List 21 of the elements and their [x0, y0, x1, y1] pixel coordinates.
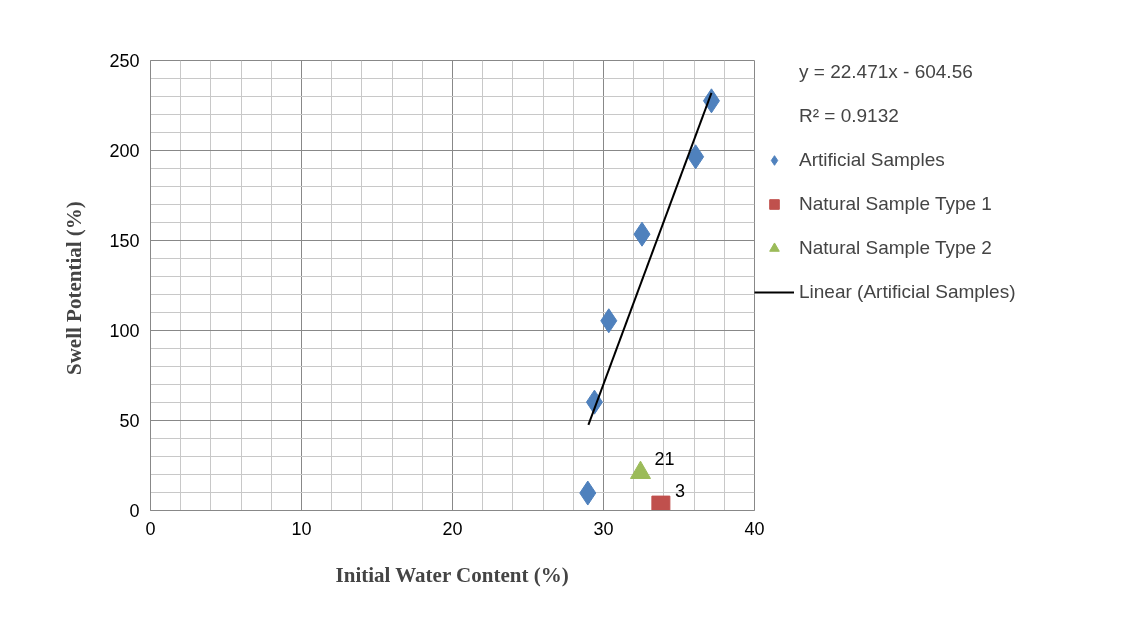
y-tick-label: 250 — [109, 51, 140, 71]
legend-label: Artificial Samples — [799, 149, 945, 171]
y-axis-title: Swell Potential (%) — [62, 201, 87, 376]
x-tick-label: 0 — [145, 518, 156, 539]
x-axis-title: Initial Water Content (%) — [335, 562, 569, 587]
x-tick-label: 30 — [593, 518, 614, 539]
data-label: 21 — [654, 448, 675, 469]
y-tick-label: 100 — [109, 321, 140, 341]
y-tick-label: 200 — [109, 141, 140, 161]
y-tick-label: 150 — [109, 231, 140, 251]
text: y = 22.471x - 604.56 — [799, 61, 973, 83]
legend-label: Linear (Artificial Samples) — [799, 281, 1016, 303]
x-tick-label: 20 — [442, 518, 463, 539]
legend-label: Natural Sample Type 2 — [799, 237, 992, 259]
data-label: 3 — [674, 481, 685, 502]
y-tick-label: 0 — [129, 501, 140, 521]
legend-label: Natural Sample Type 1 — [799, 193, 992, 215]
text: R² = 0.9132 — [799, 105, 899, 127]
x-tick-label: 10 — [291, 518, 312, 539]
y-tick-label: 50 — [119, 411, 140, 431]
x-tick-label: 40 — [744, 518, 765, 539]
